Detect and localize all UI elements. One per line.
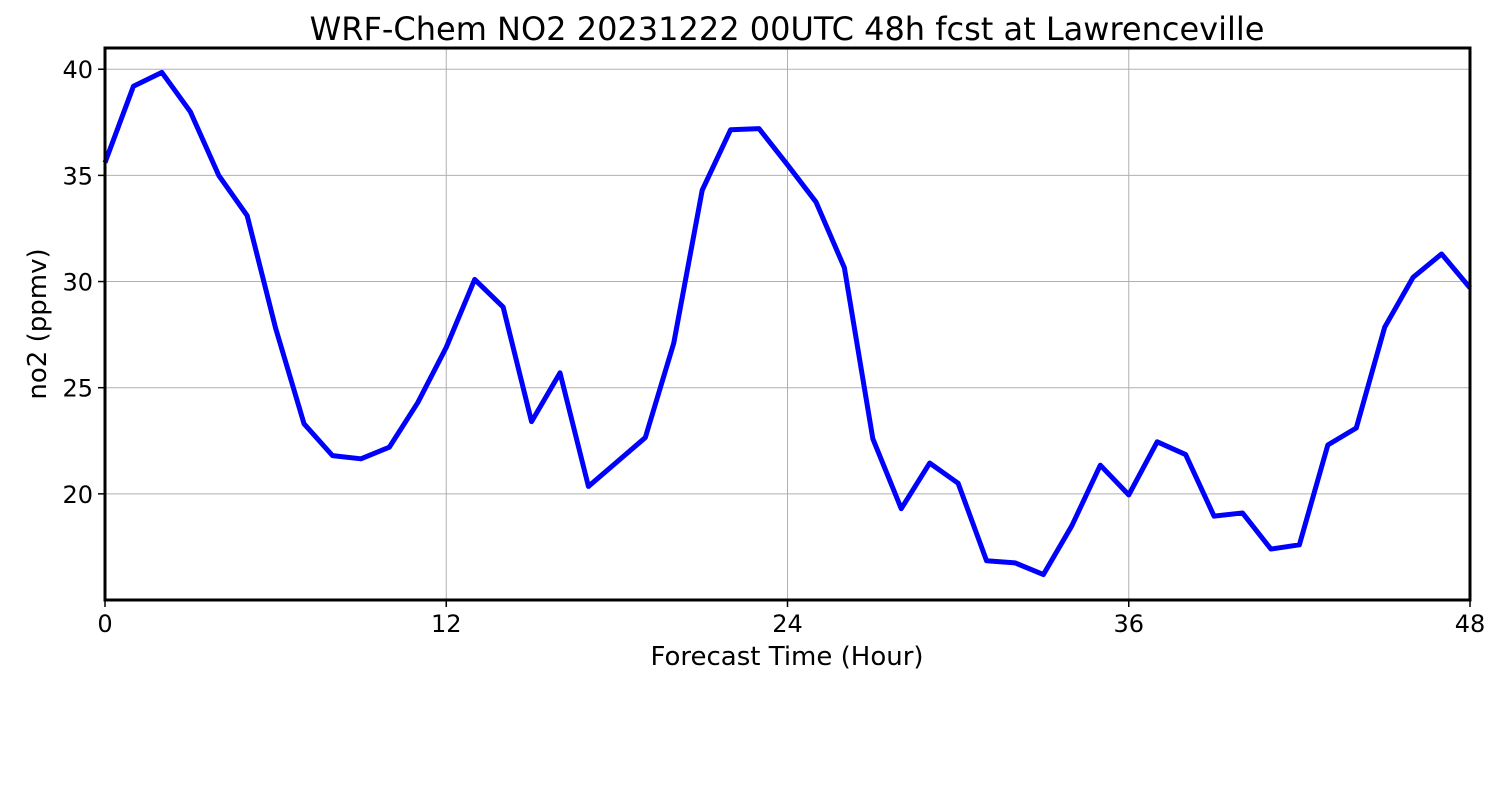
x-tick-label: 0 bbox=[97, 610, 112, 638]
x-tick-label: 12 bbox=[431, 610, 462, 638]
x-tick-label: 24 bbox=[772, 610, 803, 638]
y-tick-label: 30 bbox=[62, 269, 93, 297]
y-tick-label: 35 bbox=[62, 162, 93, 190]
x-tick-label: 36 bbox=[1113, 610, 1144, 638]
chart-title: WRF-Chem NO2 20231222 00UTC 48h fcst at … bbox=[310, 10, 1265, 48]
y-tick-label: 20 bbox=[62, 481, 93, 509]
y-tick-label: 40 bbox=[62, 56, 93, 84]
x-axis-label: Forecast Time (Hour) bbox=[650, 642, 923, 672]
grid-lines bbox=[104, 48, 1471, 600]
x-tick-label: 48 bbox=[1455, 610, 1486, 638]
y-tick-label: 25 bbox=[62, 375, 93, 403]
axis-ticks: 0 12 24 36 48 20 25 30 35 40 bbox=[62, 56, 1485, 638]
no2-series-line bbox=[102, 69, 1472, 578]
y-axis-label: no2 (ppmv) bbox=[23, 248, 53, 399]
series-layer bbox=[102, 69, 1472, 578]
